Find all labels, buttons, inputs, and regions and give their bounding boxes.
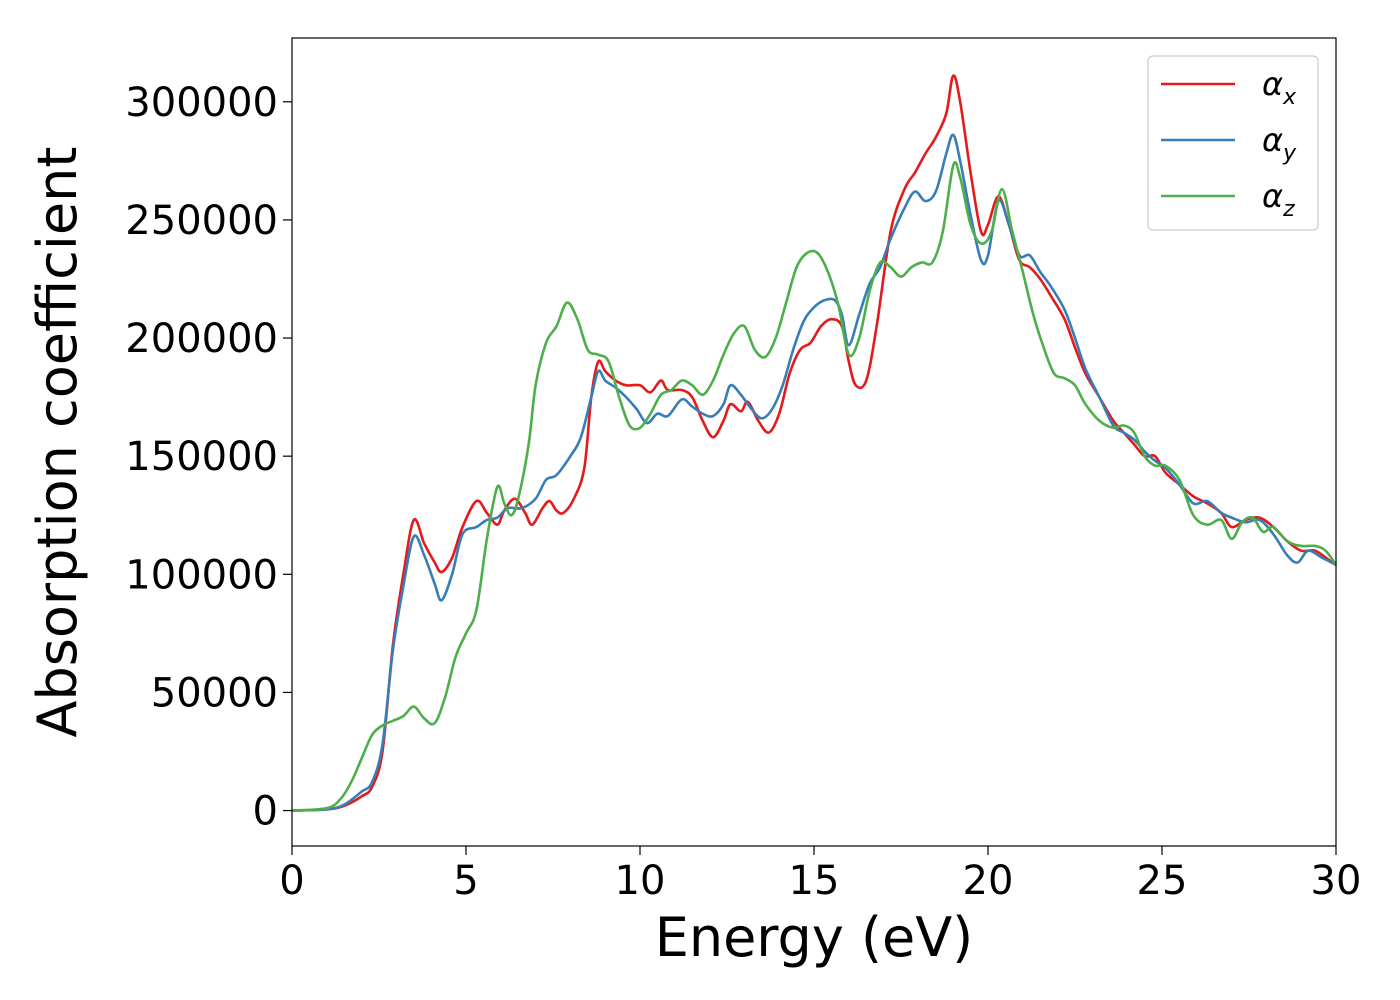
y-axis: 0 50000 100000 150000 200000 250000 300000 <box>125 80 292 835</box>
y-tick-label: 150000 <box>125 434 278 480</box>
x-tick-label: 20 <box>963 858 1014 904</box>
x-tick-label: 15 <box>789 858 840 904</box>
x-tick-label: 30 <box>1311 858 1362 904</box>
y-tick-label: 0 <box>253 789 278 835</box>
y-tick-label: 250000 <box>125 198 278 244</box>
x-axis-title: Energy (eV) <box>655 906 974 969</box>
x-tick-label: 0 <box>279 858 304 904</box>
y-axis-title: Absorption coefficient <box>26 147 89 738</box>
x-tick-label: 5 <box>453 858 478 904</box>
y-tick-label: 300000 <box>125 80 278 126</box>
x-tick-label: 10 <box>615 858 666 904</box>
series-line-alpha-x <box>291 74 1337 812</box>
y-tick-label: 200000 <box>125 316 278 362</box>
x-tick-label: 25 <box>1137 858 1188 904</box>
y-tick-label: 50000 <box>151 670 278 716</box>
series-line-alpha-z <box>291 160 1338 812</box>
y-tick-label: 100000 <box>125 552 278 598</box>
legend-box <box>1147 55 1319 231</box>
x-axis: 0 5 10 15 20 25 30 <box>279 846 1361 904</box>
series-layer <box>291 74 1338 812</box>
